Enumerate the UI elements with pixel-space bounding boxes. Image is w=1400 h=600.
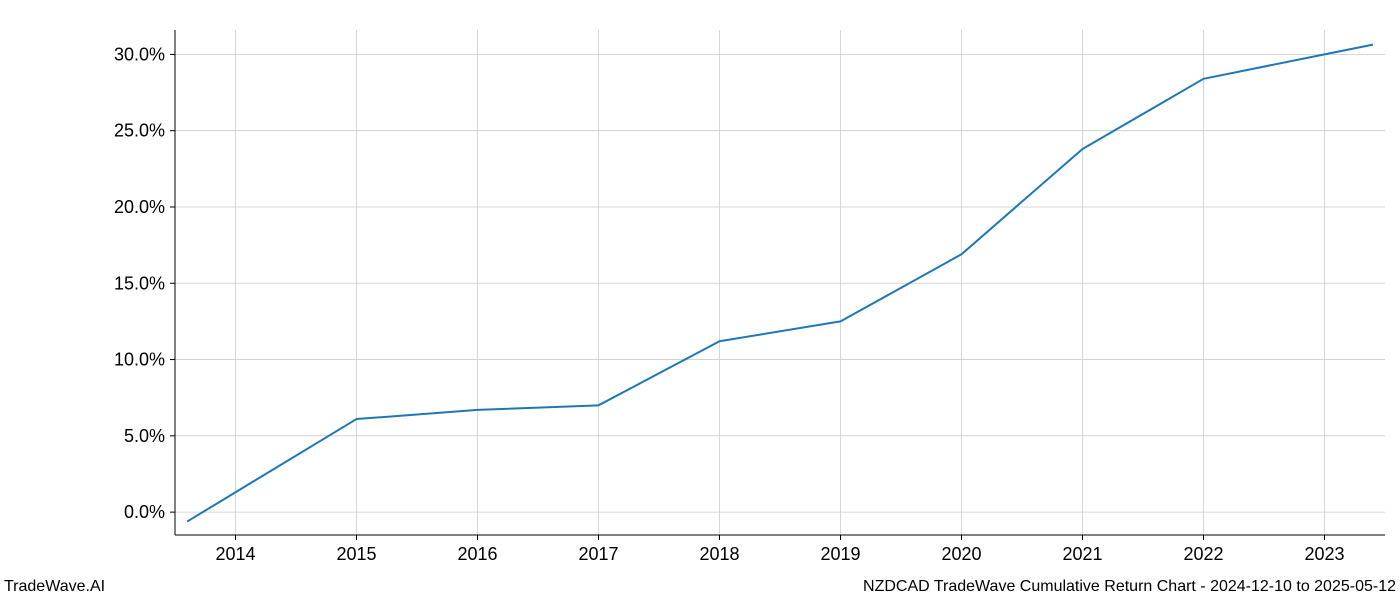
xtick-label: 2018 xyxy=(699,544,739,564)
footer-left-text: TradeWave.AI xyxy=(4,578,105,596)
ytick-label: 10.0% xyxy=(114,350,165,370)
ytick-label: 30.0% xyxy=(114,44,165,64)
xtick-label: 2022 xyxy=(1183,544,1223,564)
line-chart: 2014 2015 2016 2017 2018 2019 2020 2021 2022 2023… xyxy=(0,0,1400,600)
ytick-label: 15.0% xyxy=(114,273,165,293)
footer-right-text: NZDCAD TradeWave Cumulative Return Chart… xyxy=(863,578,1396,596)
chart-container: 2014 2015 2016 2017 2018 2019 2020 2021 2022 2023… xyxy=(0,0,1400,600)
xtick-label: 2021 xyxy=(1062,544,1102,564)
xtick-label: 2014 xyxy=(215,544,255,564)
xtick-label: 2017 xyxy=(578,544,618,564)
ytick-label: 25.0% xyxy=(114,121,165,141)
xtick-label: 2019 xyxy=(820,544,860,564)
xtick-label: 2015 xyxy=(336,544,376,564)
ytick-label: 0.0% xyxy=(124,502,165,522)
ytick-label: 20.0% xyxy=(114,197,165,217)
xtick-label: 2020 xyxy=(941,544,981,564)
xtick-label: 2016 xyxy=(457,544,497,564)
xtick-label: 2023 xyxy=(1304,544,1344,564)
ytick-label: 5.0% xyxy=(124,426,165,446)
